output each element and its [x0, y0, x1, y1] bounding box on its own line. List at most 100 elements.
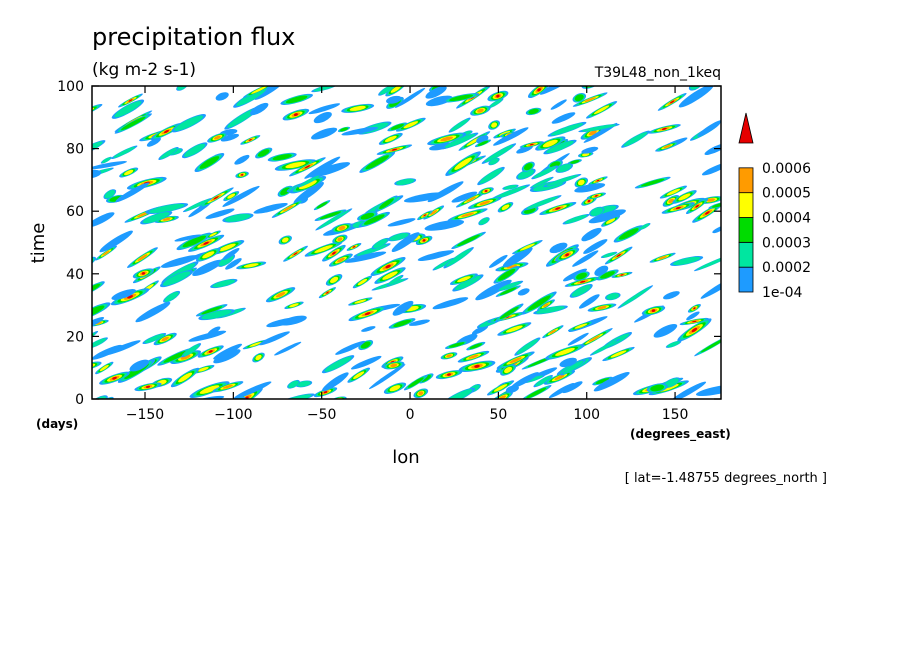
precip-cell: [455, 190, 487, 208]
precip-cell: [288, 157, 326, 177]
precip-cell: [331, 223, 353, 233]
precip-cell: [223, 191, 240, 202]
run-label: T39L48_non_1keq: [594, 65, 721, 81]
precip-cell: [347, 367, 370, 383]
precip-cell: [163, 290, 181, 303]
precip-cell: [589, 338, 621, 356]
precip-cell: [386, 274, 404, 287]
precip-cell: [413, 388, 429, 399]
x-tick-label: 50: [489, 407, 507, 423]
precip-cell: [142, 333, 167, 344]
precip-cell: [567, 320, 595, 332]
precip-cell: [194, 153, 225, 172]
precip-cell: [92, 103, 103, 120]
precip-cell: [559, 357, 577, 368]
precip-cell: [573, 271, 590, 281]
precip-cell: [567, 332, 589, 346]
precip-cell: [160, 270, 194, 288]
precip-cell: [276, 393, 315, 399]
precip-cell: [205, 208, 235, 219]
precip-cell: [543, 370, 576, 385]
colorbar-swatch: [738, 217, 754, 243]
precip-cell: [443, 247, 474, 269]
precip-cell: [188, 330, 227, 342]
precip-cell: [111, 99, 145, 119]
precip-cell: [547, 160, 563, 170]
precip-cell: [467, 196, 502, 209]
precip-cell: [207, 132, 228, 143]
precip-cell: [495, 262, 529, 272]
precip-cell: [533, 305, 568, 315]
precip-cell: [617, 285, 654, 309]
precip-cell: [392, 300, 414, 316]
precip-cell: [592, 376, 613, 386]
colorbar: 1e-04 0.0002 0.0003 0.0004 0.0005 0.0006: [738, 112, 811, 301]
precip-cell: [634, 176, 671, 189]
precip-cell: [233, 381, 272, 399]
precip-cell: [423, 205, 445, 220]
precip-cell: [358, 211, 390, 228]
precip-cell: [210, 278, 238, 289]
y-axis-unit: (days): [36, 417, 78, 431]
precip-cell: [267, 152, 297, 162]
precip-cell: [686, 311, 700, 321]
precip-cell: [92, 212, 115, 228]
precip-cell: [545, 344, 585, 360]
precip-cell: [560, 359, 586, 376]
precip-cell: [502, 247, 533, 268]
precip-cell: [127, 247, 158, 268]
x-axis: −150 −100 −50 0 50 100 150: [126, 86, 688, 423]
precip-cell: [403, 374, 428, 391]
precip-cell: [490, 184, 531, 201]
precip-cell: [477, 166, 505, 186]
precip-cell: [403, 192, 446, 203]
precip-cell: [572, 93, 587, 103]
x-tick-label: −150: [126, 407, 164, 423]
precip-cell: [417, 250, 455, 261]
precip-cell: [170, 350, 202, 364]
precip-cell: [171, 114, 206, 133]
precip-cell: [543, 173, 582, 188]
y-tick-label: 20: [66, 329, 84, 345]
plot-area: [91, 85, 722, 400]
precip-cell: [332, 234, 348, 244]
precip-cell: [222, 213, 254, 223]
precip-cell: [225, 258, 242, 270]
precip-cell: [350, 355, 382, 370]
precip-cell: [521, 161, 535, 172]
precip-cell: [604, 246, 633, 265]
precip-cell: [535, 136, 566, 151]
precip-cell: [678, 86, 715, 108]
precip-cell: [304, 156, 341, 179]
y-axis-title: time: [28, 223, 49, 264]
precip-cell: [488, 157, 500, 166]
precip-cell: [394, 178, 417, 186]
precip-cell: [574, 177, 589, 188]
precip-cell: [132, 268, 154, 279]
precip-cell: [496, 280, 524, 292]
precip-cell: [194, 395, 225, 399]
precip-cell: [542, 325, 564, 339]
precip-cell: [313, 200, 331, 211]
precip-cell: [588, 209, 626, 224]
y-tick-label: 40: [66, 267, 84, 283]
precip-cell: [677, 318, 712, 342]
precip-cell: [335, 340, 366, 355]
y-tick-label: 100: [57, 79, 84, 95]
precip-cell: [661, 202, 695, 214]
precip-cell: [308, 162, 351, 178]
precip-cell: [575, 328, 613, 350]
precip-cell: [99, 371, 130, 385]
precip-cell: [187, 234, 225, 252]
precip-cell: [424, 219, 465, 231]
precip-cell: [574, 183, 606, 193]
precip-cell: [521, 291, 557, 315]
precip-cell: [505, 385, 519, 393]
precip-cell: [92, 281, 105, 297]
precip-cell: [665, 340, 682, 348]
precip-cell: [114, 113, 152, 134]
precip-cell: [495, 285, 521, 297]
precip-cell: [594, 265, 609, 276]
precip-cell: [140, 211, 173, 225]
